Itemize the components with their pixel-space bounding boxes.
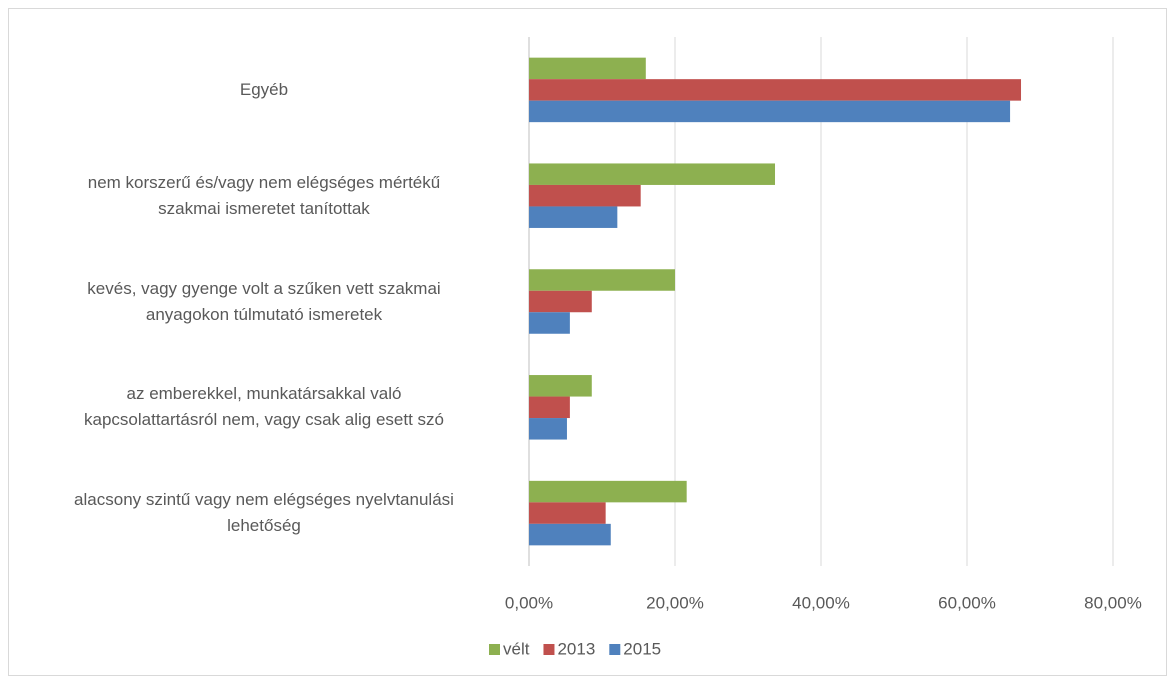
bar (529, 290, 592, 313)
y-tick-label: kevés, vagy gyenge volt a szűken vett sz… (87, 278, 441, 324)
bar (529, 184, 641, 207)
bar (529, 57, 646, 80)
legend-swatch (489, 644, 500, 655)
legend-label: 2015 (623, 639, 661, 658)
x-tick-label: 0,00% (505, 593, 553, 612)
x-tick-label: 20,00% (646, 593, 704, 612)
bar (529, 163, 776, 185)
y-tick-label: az emberekkel, munkatársakkal való kapcs… (84, 384, 444, 430)
y-tick-label: alacsony szintű vagy nem elégséges nyelv… (74, 490, 454, 536)
x-tick-label: 80,00% (1084, 593, 1142, 612)
y-tick-label: nem korszerű és/vagy nem elégséges mérté… (87, 172, 441, 218)
bar (529, 502, 606, 524)
legend-label: 2013 (557, 639, 595, 658)
bar (529, 79, 1022, 101)
legend-swatch (543, 644, 555, 655)
bar (529, 100, 1011, 123)
legend-label: vélt (503, 639, 530, 658)
bar (529, 206, 618, 228)
bar (529, 396, 570, 419)
x-tick-label: 40,00% (792, 593, 850, 612)
legend-swatch (609, 644, 621, 655)
x-tick-label: 60,00% (938, 593, 996, 612)
bar (529, 480, 687, 503)
y-tick-label: Egyéb (239, 79, 289, 99)
bar (529, 269, 675, 291)
bar (529, 523, 611, 546)
bar (529, 312, 570, 334)
bar (529, 375, 592, 397)
bar (529, 418, 567, 440)
